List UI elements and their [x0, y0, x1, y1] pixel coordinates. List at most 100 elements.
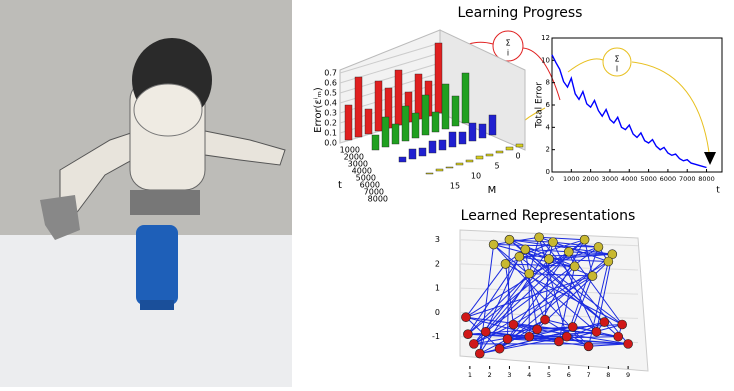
point [545, 255, 554, 264]
point [495, 344, 504, 353]
point [624, 339, 633, 348]
z-tick-label: 0.2 [324, 119, 337, 128]
x-tick-label: 8000 [368, 195, 388, 204]
sum-symbol: Σ [614, 55, 619, 64]
z-tick-label: 0.3 [324, 109, 337, 118]
bar [372, 135, 379, 150]
point [461, 313, 470, 322]
bar [375, 81, 382, 131]
x-tick-label: 6000 [660, 175, 677, 183]
y-tick-label: 8 [546, 79, 550, 87]
bar [412, 113, 419, 138]
bar [419, 148, 426, 156]
point [548, 238, 557, 247]
point [489, 240, 498, 249]
bar [442, 84, 449, 129]
point [568, 322, 577, 331]
z-tick-label: 0.0 [324, 139, 337, 148]
point [592, 327, 601, 336]
point [562, 332, 571, 341]
point [505, 235, 514, 244]
x-tick-label: 4 [527, 371, 531, 379]
point [554, 337, 563, 346]
sum-index: i [507, 49, 509, 58]
bar [439, 140, 446, 150]
point [501, 259, 510, 268]
bar [392, 124, 399, 144]
x-tick-label: 4000 [621, 175, 638, 183]
point [614, 332, 623, 341]
bar [429, 141, 436, 153]
point [509, 320, 518, 329]
point [584, 342, 593, 351]
y-tick-label: 10 [471, 172, 481, 181]
x-axis-label: t [338, 180, 342, 191]
title: Learning Progress [458, 5, 583, 21]
bar [516, 144, 523, 147]
bar [409, 149, 416, 159]
point [463, 330, 472, 339]
bar [479, 124, 486, 138]
bar [476, 156, 483, 159]
sum-index: l [616, 65, 618, 74]
x-tick-label: 8 [606, 371, 610, 379]
bar [432, 112, 439, 132]
bar [399, 157, 406, 162]
x-tick-label: 7000 [679, 175, 696, 183]
point [604, 257, 613, 266]
sum-symbol: Σ [505, 39, 510, 48]
figure: Learning Progress Σ i Σ l 0.00.10.20.30.… [0, 0, 734, 387]
y-tick-label: 6 [546, 101, 551, 109]
point [503, 335, 512, 344]
y-tick-label: 10 [541, 56, 550, 64]
y-tick-label: 0 [515, 152, 520, 161]
arrow-head [704, 152, 716, 165]
x-tick-label: 1000 [563, 175, 580, 183]
x-tick-label: 1 [468, 371, 472, 379]
z-tick-label: 0.6 [324, 79, 337, 88]
point [580, 235, 589, 244]
y-tick-label: 2 [546, 146, 550, 154]
bar [462, 73, 469, 123]
bar [446, 167, 453, 168]
point [525, 332, 534, 341]
y-tick-label: 12 [541, 34, 550, 42]
bar [496, 151, 503, 153]
x-tick-label: 2 [488, 371, 492, 379]
y-tick-label: 2 [435, 259, 440, 268]
y-tick-label: 4 [546, 123, 551, 131]
bar [489, 115, 496, 135]
bar [449, 132, 456, 147]
y-tick-label: -1 [432, 332, 440, 341]
y-axis-label: M [488, 185, 497, 196]
bar [506, 147, 513, 150]
bar [459, 132, 466, 144]
bar [422, 95, 429, 135]
x-tick-label: 9 [626, 371, 630, 379]
bar [436, 169, 443, 171]
x-tick-label: 2000 [582, 175, 599, 183]
z-tick-label: 0.4 [324, 99, 337, 108]
bar [469, 123, 476, 141]
y-tick-label: 1 [435, 284, 440, 293]
y-tick-label: 0 [435, 308, 440, 317]
bar [452, 96, 459, 126]
point [535, 233, 544, 242]
x-tick-label: 3 [507, 371, 511, 379]
point [570, 262, 579, 271]
bar [486, 154, 493, 156]
bar [466, 160, 473, 162]
bar [456, 163, 463, 165]
x-axis-label: t [716, 186, 720, 196]
y-tick-label: 5 [494, 162, 499, 171]
bar [345, 105, 352, 140]
bar [415, 74, 422, 119]
bar [382, 117, 389, 147]
point [481, 327, 490, 336]
point [600, 318, 609, 327]
x-tick-label: 8000 [698, 175, 715, 183]
z-axis-label: Error(εⁱₘ) [313, 87, 324, 133]
bar [355, 77, 362, 137]
chart-title: Learned Representations [461, 208, 636, 224]
y-tick-label: 15 [450, 182, 460, 191]
